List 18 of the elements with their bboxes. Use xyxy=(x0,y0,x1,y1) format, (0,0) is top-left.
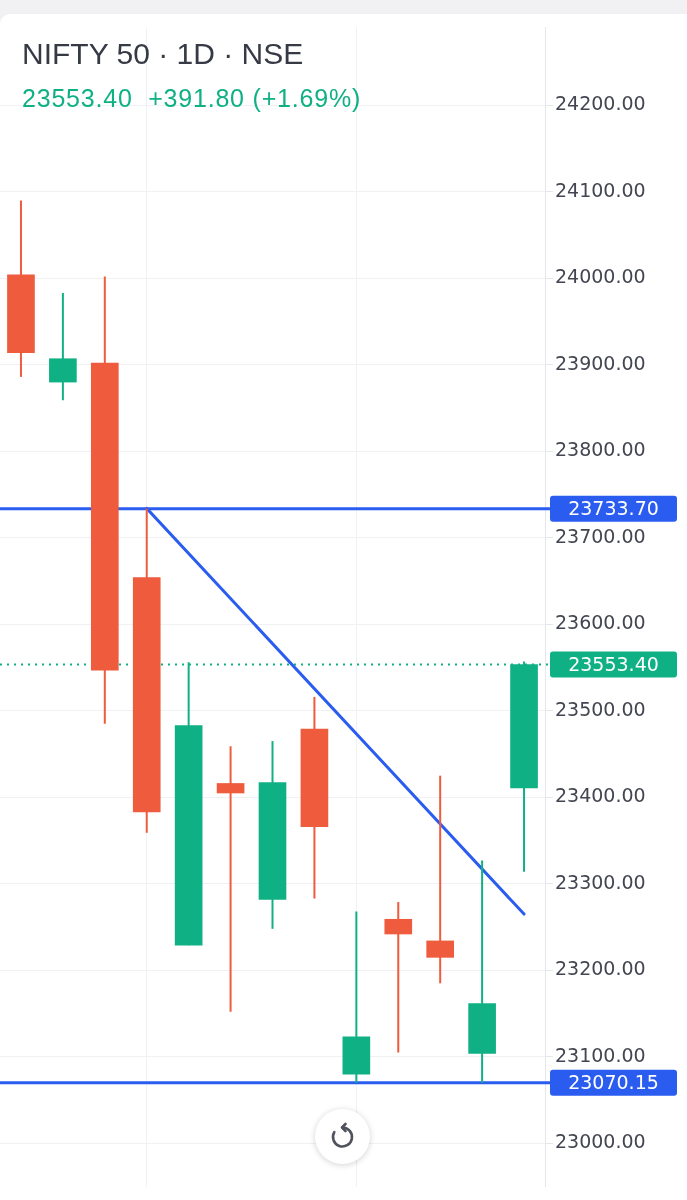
y-tick-label: 23800.00 xyxy=(555,438,646,461)
y-tick-label: 23500.00 xyxy=(555,697,646,720)
ref-line-label: 23733.70 xyxy=(568,496,659,519)
y-tick-label: 23200.00 xyxy=(555,957,646,980)
y-tick-label: 23000.00 xyxy=(555,1130,646,1153)
y-tick-label: 24000.00 xyxy=(555,265,646,288)
y-tick-label: 24200.00 xyxy=(555,92,646,115)
text: 23553.40 +391.80 (+1.69%) xyxy=(22,84,362,113)
y-tick-label: 23700.00 xyxy=(555,524,646,547)
ref-line-label: 23553.40 xyxy=(568,652,659,675)
y-tick-label: 23100.00 xyxy=(555,1043,646,1066)
y-tick-label: 23300.00 xyxy=(555,870,646,893)
y-tick-label: 24100.00 xyxy=(555,178,646,201)
chart-title: NIFTY 50 · 1D · NSE xyxy=(22,37,304,71)
y-tick-label: 23900.00 xyxy=(555,351,646,374)
y-tick-label: 23600.00 xyxy=(555,611,646,634)
y-tick-label: 23400.00 xyxy=(555,784,646,807)
ref-line-label: 23070.15 xyxy=(568,1070,659,1093)
